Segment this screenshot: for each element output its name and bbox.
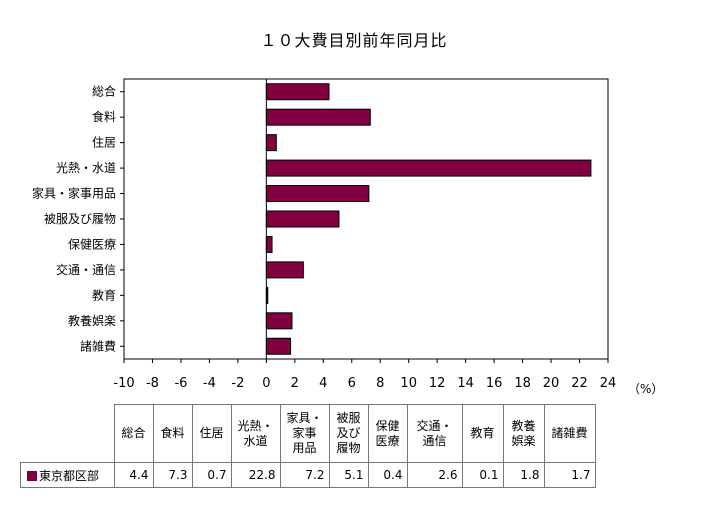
x-tick-label: 18	[514, 376, 531, 391]
bar	[265, 210, 340, 228]
x-tick-label: 8	[376, 376, 384, 391]
bar	[265, 134, 277, 152]
x-tick-label: 2	[291, 376, 299, 391]
table-value-cell: 7.3	[152, 462, 193, 488]
chart-title: １０大費目別前年同月比	[260, 31, 448, 50]
category-label: 家具・家事用品	[32, 186, 116, 201]
category-label: 諸雑費	[80, 338, 116, 353]
table-header-label: 食料	[160, 426, 185, 440]
table-header-label: 被服 及び 履物	[336, 411, 361, 455]
table-header-label: 教育	[470, 426, 495, 440]
table-header-cell: 食料	[152, 404, 193, 463]
table-header-label: 諸雑費	[551, 426, 588, 440]
table-value-cell: 2.6	[406, 462, 463, 488]
category-label: 保健医療	[68, 237, 116, 251]
category-label: 教養娯楽	[68, 313, 116, 328]
table-header-cell: 住居	[191, 404, 232, 463]
table-header-cell: 光熱・ 水道	[230, 404, 281, 463]
x-tick-label: 4	[319, 376, 327, 391]
series-label: 東京都区部	[39, 468, 100, 483]
table-value-cell: 22.8	[230, 462, 281, 488]
category-label: 総合	[92, 84, 116, 99]
bar	[265, 159, 592, 177]
table-value-cell: 0.7	[191, 462, 232, 488]
x-tick-label: 0	[262, 376, 270, 391]
bar	[265, 261, 304, 279]
table-header-label: 住居	[199, 426, 224, 440]
bar	[265, 312, 293, 330]
table-value-cell: 0.4	[367, 462, 408, 488]
table-header-cell: 教育	[461, 404, 504, 463]
x-tick-label: 22	[571, 376, 588, 391]
table-header-cell: 被服 及び 履物	[328, 404, 369, 463]
table-header-label: 教養 娯楽	[511, 418, 536, 448]
data-table: 総合 食料 住居 光熱・ 水道 家具・ 家事 用品 被服 及び 履物 保健 医療 交通・ 通信…	[20, 404, 596, 488]
x-tick-label: 14	[457, 376, 474, 391]
bar-chart: 総合食料住居光熱・水道家具・家事用品被服及び履物保健医療交通・通信教育教養娯楽諸…	[32, 78, 617, 391]
x-tick-label: 6	[348, 376, 356, 391]
table-header-row: 総合 食料 住居 光熱・ 水道 家具・ 家事 用品 被服 及び 履物 保健 医療 交通・ 通信…	[21, 404, 596, 463]
table-header-cell: 交通・ 通信	[406, 404, 463, 463]
category-label: 光熱・水道	[56, 161, 116, 175]
category-label: 交通・通信	[56, 262, 116, 277]
table-header-label: 家具・ 家事 用品	[286, 411, 323, 455]
x-tick-label: 20	[543, 376, 560, 391]
x-tick-label: 12	[429, 376, 446, 391]
category-label: 食料	[92, 109, 116, 124]
table-header-label: 光熱・ 水道	[237, 418, 274, 448]
x-tick-label: -10	[113, 376, 134, 391]
table-value-cell: 4.4	[113, 462, 154, 488]
bar	[265, 235, 273, 253]
table-value-cell: 5.1	[328, 462, 369, 488]
x-tick-label: -6	[174, 376, 187, 391]
x-tick-label: -8	[146, 376, 159, 391]
category-label: 被服及び履物	[44, 212, 116, 226]
x-tick-label: -4	[203, 376, 216, 391]
category-label: 教育	[92, 287, 116, 302]
x-tick-label: 16	[486, 376, 503, 391]
bar	[265, 185, 370, 203]
unit-label: （%）	[628, 382, 664, 396]
x-tick-label: 24	[600, 376, 617, 391]
table-header-cell: 総合	[113, 404, 154, 463]
table-header-label: 交通・ 通信	[416, 418, 453, 448]
table-value-cell: 0.1	[461, 462, 504, 488]
table-value-cell: 1.8	[502, 462, 545, 488]
series-label-cell: 東京都区部	[20, 462, 115, 488]
table-value-cell: 7.2	[279, 462, 330, 488]
table-header-cell: 諸雑費	[543, 404, 596, 463]
table-value-cell: 1.7	[543, 462, 596, 488]
table-header-label: 保健 医療	[375, 418, 400, 448]
table-header-cell: 家具・ 家事 用品	[279, 404, 330, 463]
table-row: 東京都区部 4.4 7.3 0.7 22.8 7.2 5.1 0.4 2.6 0.1 1.8 1.7	[20, 462, 596, 488]
table-header-cell: 保健 医療	[367, 404, 408, 463]
bar	[265, 108, 371, 126]
legend-swatch	[27, 471, 37, 481]
table-corner	[21, 405, 115, 463]
bar	[265, 337, 292, 355]
x-tick-label: 10	[400, 376, 417, 391]
bar	[265, 83, 330, 101]
table-header-label: 総合	[121, 426, 146, 440]
table-header-cell: 教養 娯楽	[502, 404, 545, 463]
category-label: 住居	[92, 136, 116, 150]
x-tick-label: -2	[231, 376, 244, 391]
